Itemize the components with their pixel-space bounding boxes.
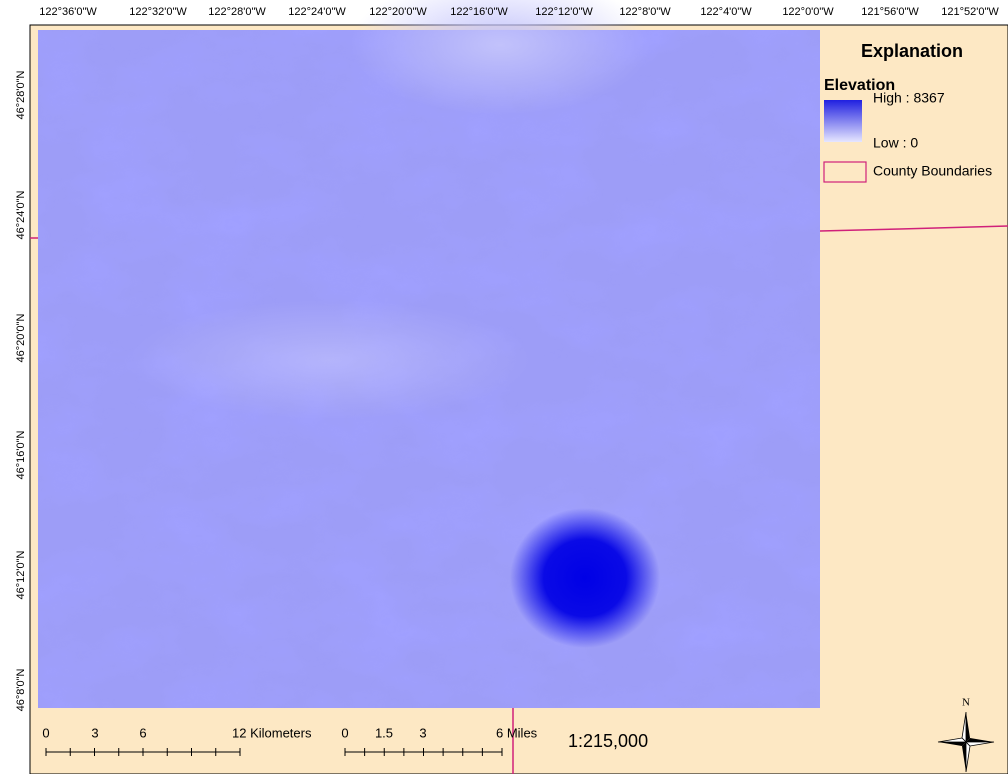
latitude-label: 46°16'0"N <box>15 430 27 479</box>
longitude-label: 122°24'0"W <box>288 6 346 18</box>
longitude-label: 122°28'0"W <box>208 6 266 18</box>
legend-county: County Boundaries <box>873 163 992 179</box>
map-layout: 122°36'0"W 122°32'0"W 122°28'0"W 122°24'0"W… <box>0 0 1008 774</box>
longitude-label: 122°32'0"W <box>129 6 187 18</box>
mile-scale-label: 6 Miles <box>496 725 538 740</box>
raster-peak <box>510 508 660 648</box>
longitude-label: 122°0'0"W <box>782 6 834 18</box>
km-scale-label: 12 Kilometers <box>232 725 312 740</box>
longitude-label: 122°8'0"W <box>619 6 671 18</box>
raster-valley <box>130 300 530 420</box>
north-label: N <box>962 697 970 709</box>
longitude-label: 121°56'0"W <box>861 6 919 18</box>
latitude-label: 46°20'0"N <box>15 313 27 362</box>
latitude-label: 46°12'0"N <box>15 550 27 599</box>
legend-title: Explanation <box>861 41 963 61</box>
mile-scale-label: 0 <box>341 725 348 740</box>
latitude-label: 46°8'0"N <box>15 669 27 712</box>
latitude-label: 46°24'0"N <box>15 190 27 239</box>
latitude-label: 46°28'0"N <box>15 70 27 119</box>
longitude-label: 121°52'0"W <box>941 6 999 18</box>
elevation-raster <box>38 0 820 708</box>
longitude-label: 122°20'0"W <box>369 6 427 18</box>
longitude-label: 122°4'0"W <box>700 6 752 18</box>
county-swatch <box>824 162 866 182</box>
km-scale-label: 3 <box>91 725 98 740</box>
elevation-ramp <box>824 100 862 142</box>
longitude-label: 122°36'0"W <box>39 6 97 18</box>
longitude-label: 122°12'0"W <box>535 6 593 18</box>
legend-low: Low : 0 <box>873 135 918 151</box>
mile-scale-label: 3 <box>419 725 426 740</box>
scale-ratio: 1:215,000 <box>568 731 648 751</box>
mile-scale-label: 1.5 <box>375 725 393 740</box>
km-scale-label: 6 <box>139 725 146 740</box>
longitude-label: 122°16'0"W <box>450 6 508 18</box>
legend-high: High : 8367 <box>873 90 945 106</box>
km-scale-label: 0 <box>42 725 49 740</box>
